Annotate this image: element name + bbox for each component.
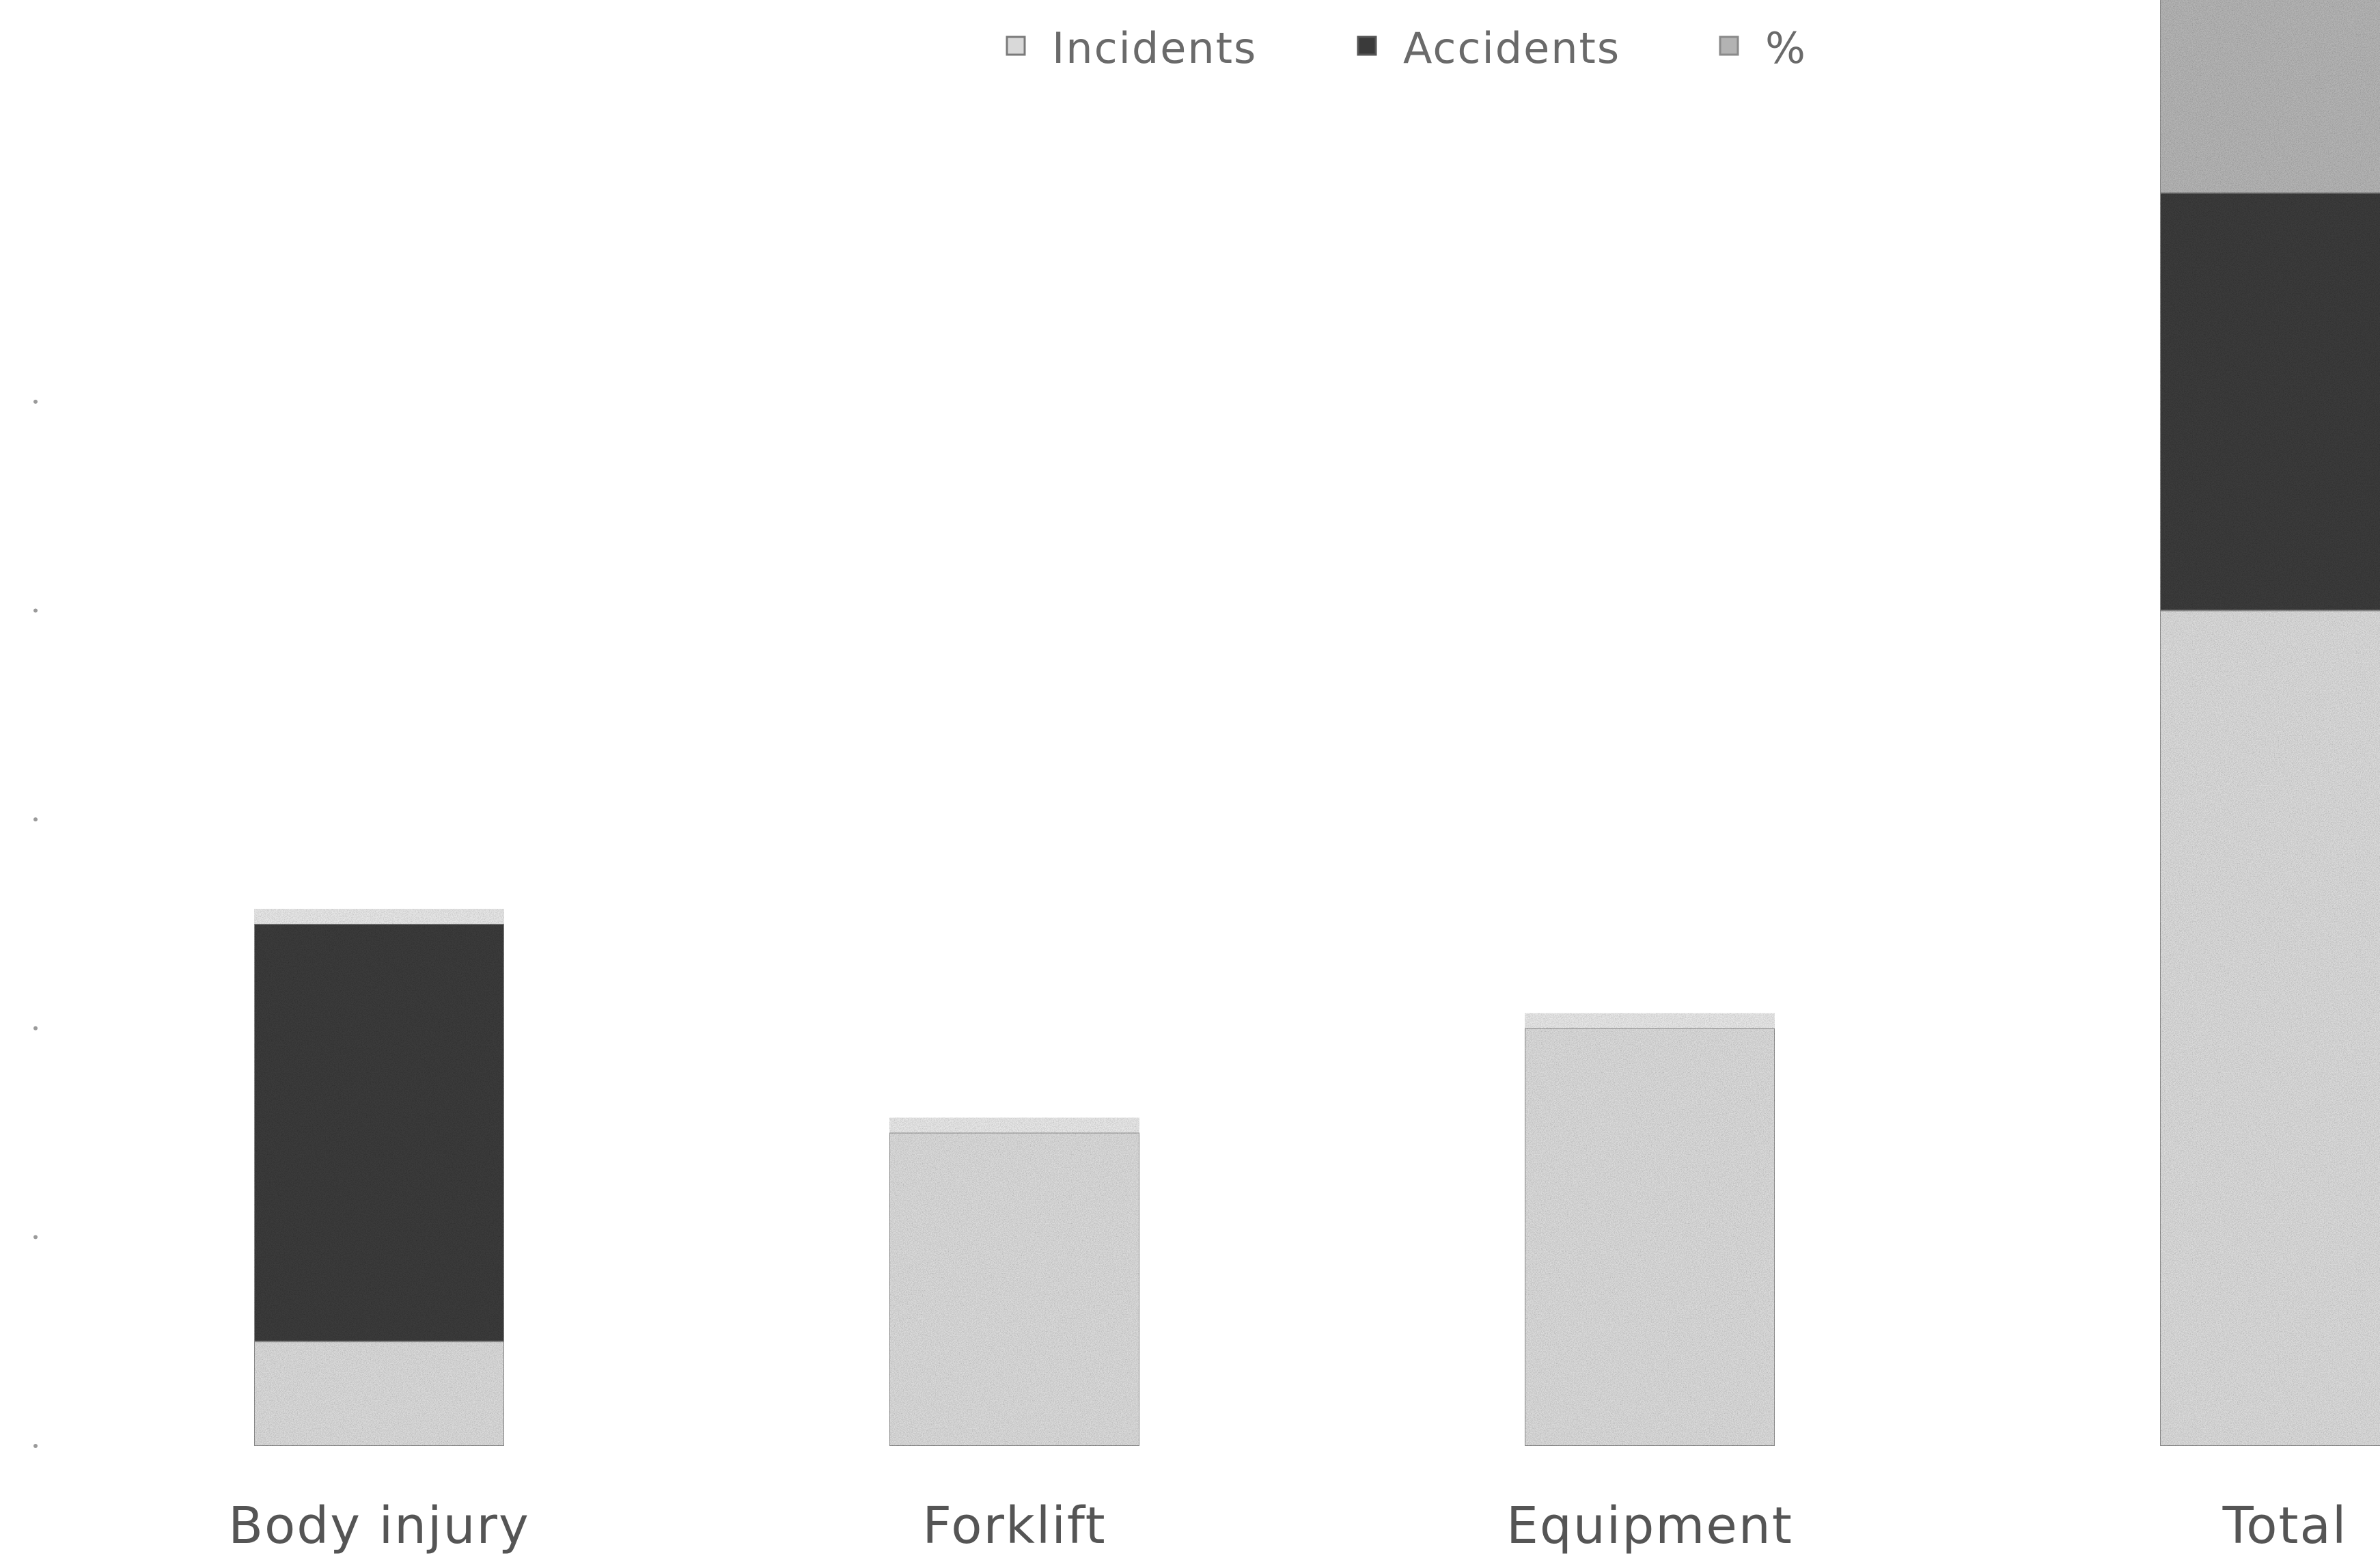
legend-item-percent[interactable]: % [1719,23,1807,73]
bar-segment-incidents[interactable] [2159,610,2380,1447]
legend-label-accidents: Accidents [1403,23,1620,73]
legend: Incidents Accidents % [1006,23,1807,73]
legend-item-incidents[interactable]: Incidents [1006,23,1257,73]
y-tick [33,1026,38,1030]
category-label: Forklift [922,1496,1106,1555]
bar-segment-accidents[interactable] [2159,192,2380,612]
bar-group[interactable] [1524,1013,1775,1447]
y-tick [33,1235,38,1240]
legend-label-incidents: Incidents [1052,23,1257,73]
legend-label-percent: % [1765,23,1807,73]
legend-item-accidents[interactable]: Accidents [1357,23,1620,73]
bar-segment-incidents[interactable] [889,1132,1140,1447]
bar-group[interactable] [2159,0,2380,1447]
bar-group[interactable] [889,1117,1140,1447]
bar-segment-incidents[interactable] [1524,1027,1775,1447]
legend-swatch-incidents [1006,36,1026,56]
bar-top-strip [889,1117,1139,1133]
category-labels: Body injury Forklift Equipment Total [228,1496,2348,1555]
y-tick [33,817,38,822]
bar-segment-incidents[interactable] [253,1341,505,1447]
bar-group[interactable] [253,908,505,1447]
legend-swatch-percent [1719,36,1739,56]
legend-swatch-accidents [1357,36,1377,56]
y-axis-ticks [33,399,38,1448]
bar-top-strip [1525,1013,1775,1028]
category-label: Equipment [1506,1496,1793,1555]
category-label: Total [2222,1496,2348,1555]
y-tick [33,608,38,613]
category-label: Body injury [228,1496,529,1555]
bar-segment-percent[interactable] [2159,0,2380,194]
bar-top-strip [254,908,504,924]
bar-segment-accidents[interactable] [253,922,505,1343]
bars [253,0,2380,1447]
y-tick [33,399,38,404]
y-tick [33,1444,38,1448]
